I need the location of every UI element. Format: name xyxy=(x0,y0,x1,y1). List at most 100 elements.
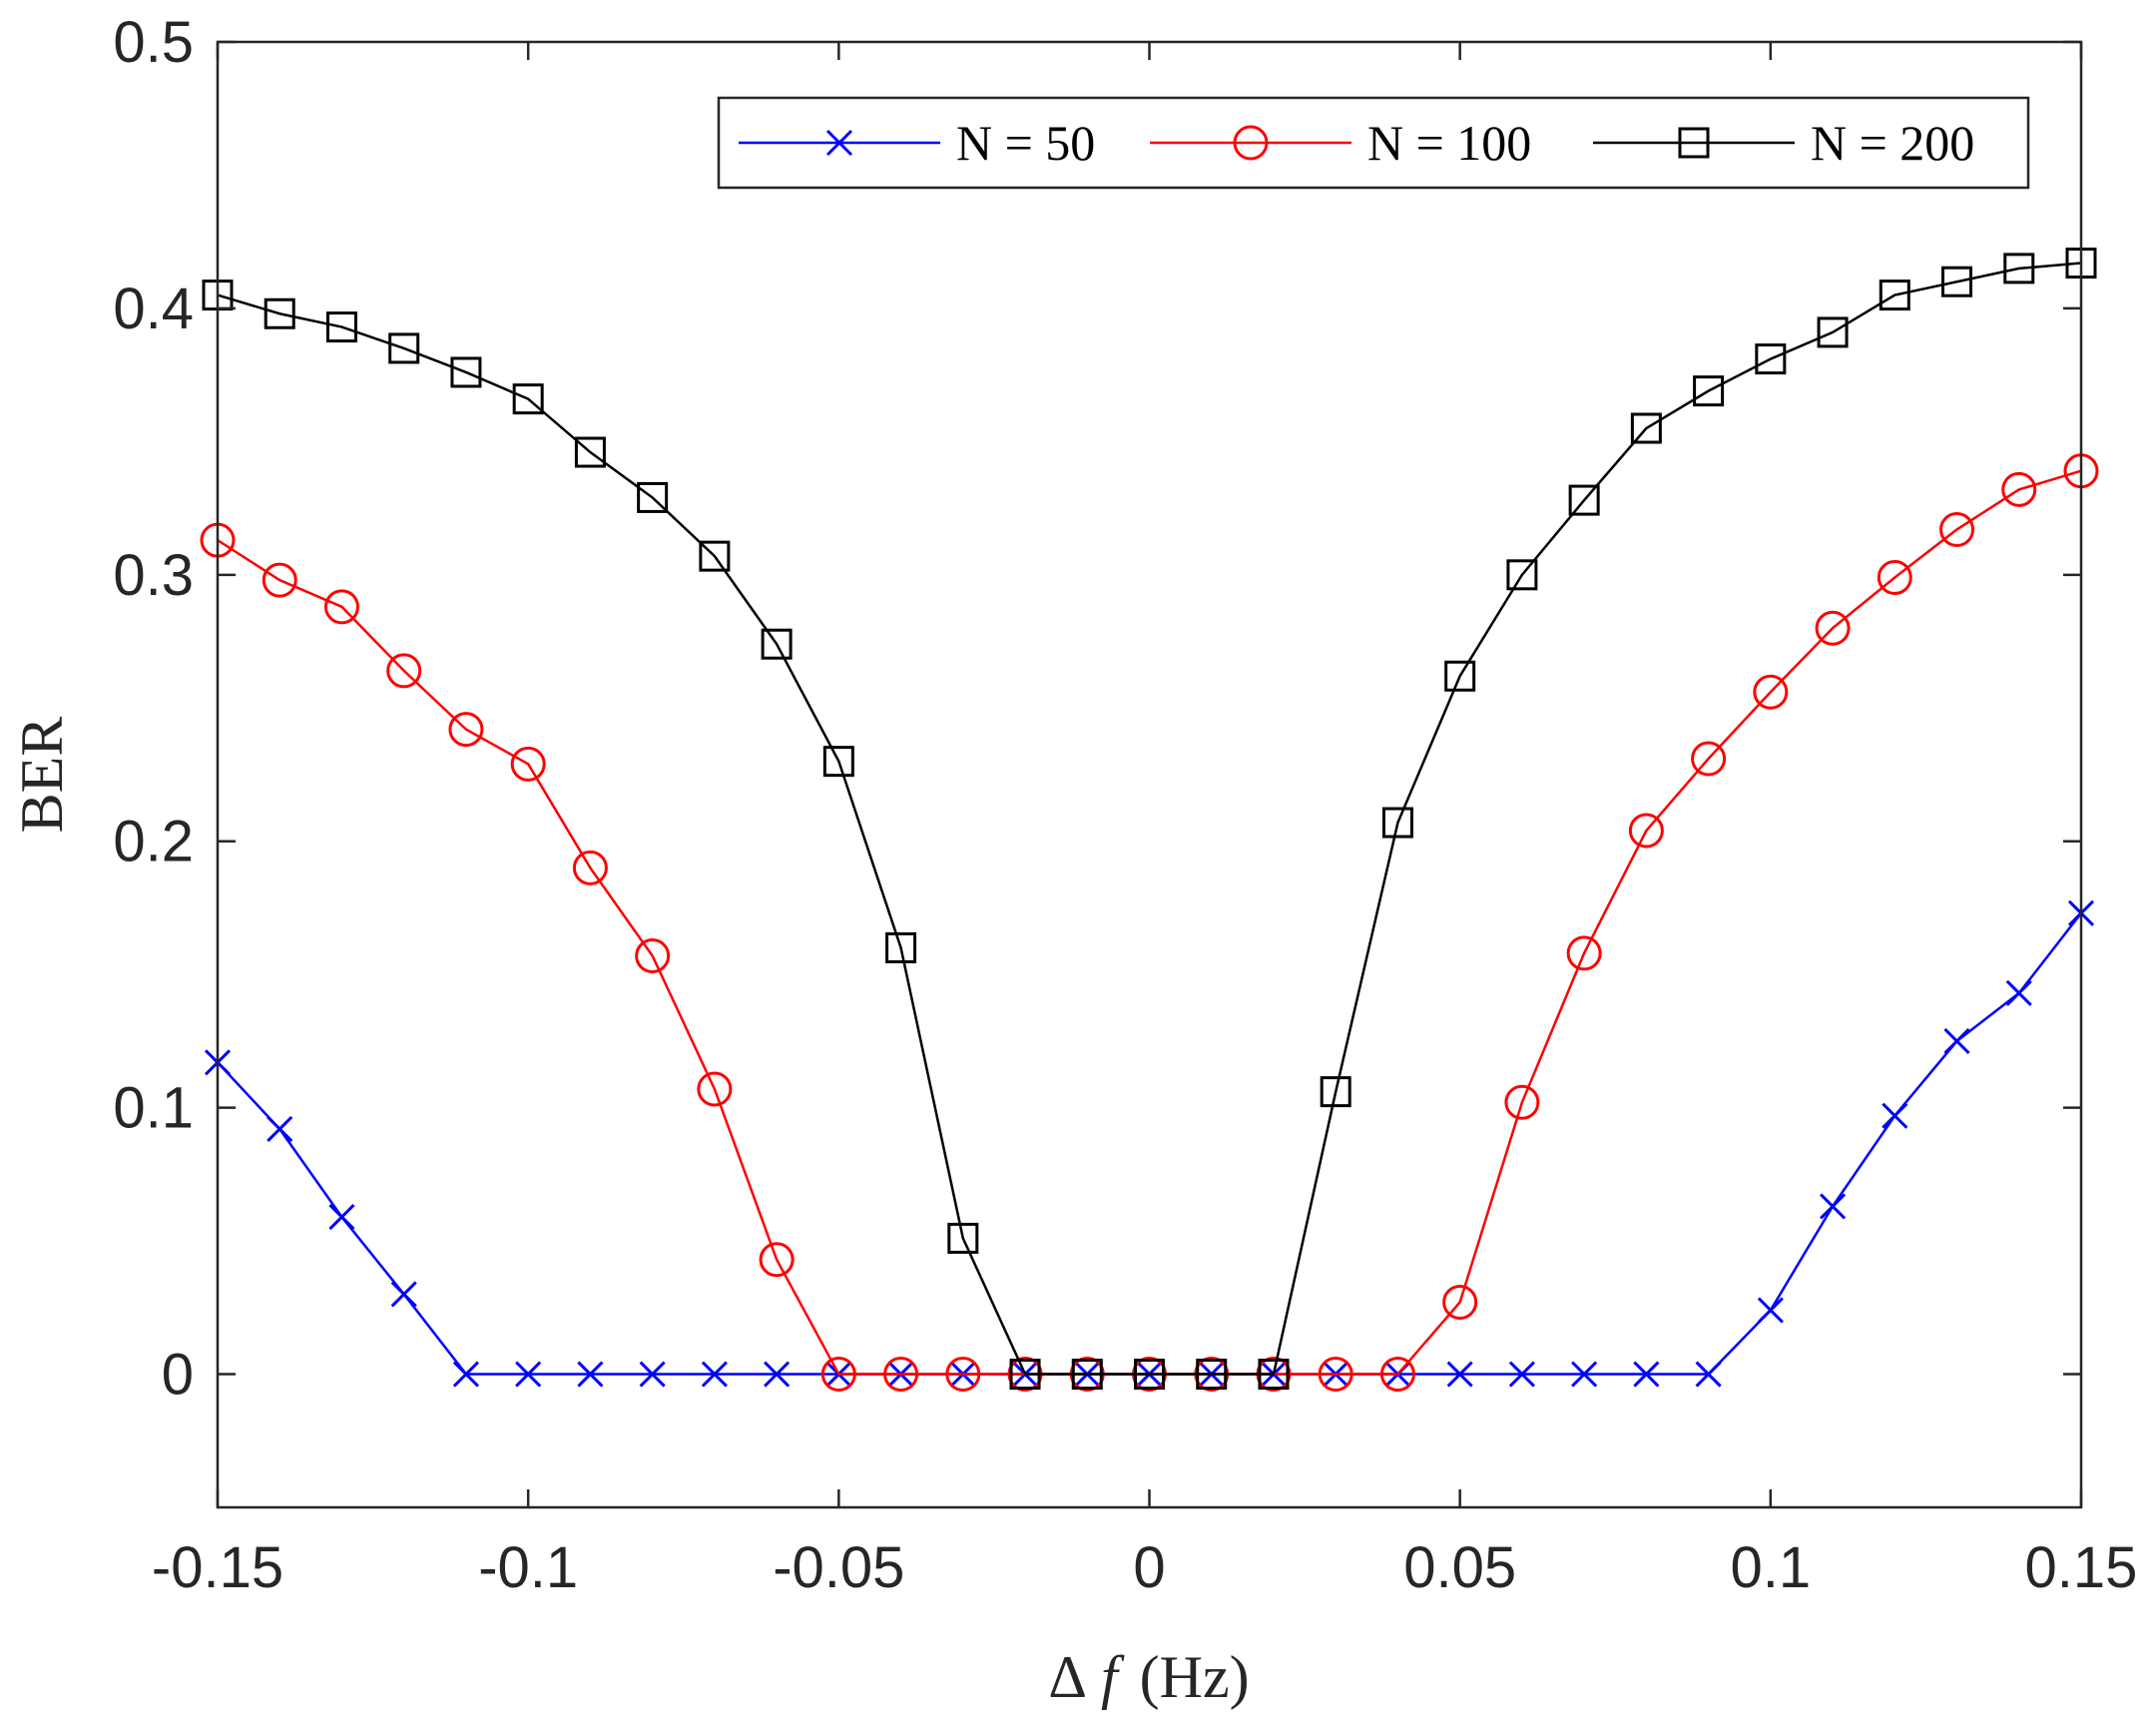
series-1-point-stroke-b xyxy=(1820,1193,1847,1220)
legend-label: N = 50 xyxy=(956,115,1095,171)
y-tick-label: 0.2 xyxy=(113,810,194,874)
series-3-point xyxy=(1755,343,1787,375)
y-tick-label: 0.3 xyxy=(113,543,194,608)
x-tick-label: -0.1 xyxy=(478,1535,578,1600)
legend-swatch-marker xyxy=(825,129,853,157)
series-3-point xyxy=(1444,660,1476,692)
series-1-point-stroke-b xyxy=(1943,1027,1970,1054)
series-2-point xyxy=(1939,511,1975,547)
series-2-point xyxy=(448,712,484,748)
series-3-point xyxy=(264,297,295,329)
series-2-point xyxy=(820,1357,856,1393)
legend-swatch-marker xyxy=(1678,127,1710,159)
series-2-point xyxy=(1628,813,1664,849)
series-2-point xyxy=(1504,1084,1540,1120)
series-1-point-stroke-b xyxy=(1633,1361,1660,1388)
series-3 xyxy=(202,248,2097,1391)
series-1-point-stroke-b xyxy=(390,1281,417,1308)
series-3-point xyxy=(1196,1359,1228,1391)
series-2-point xyxy=(1379,1357,1415,1393)
series-3-point xyxy=(388,332,420,364)
series-1-point xyxy=(1820,1193,1847,1220)
legend-entry-1: N = 50 xyxy=(739,115,1095,171)
legend-swatch-marker xyxy=(1233,125,1269,161)
legend-label: N = 100 xyxy=(1367,115,1531,171)
series-1-point xyxy=(328,1204,355,1231)
series-3-point xyxy=(1568,484,1600,516)
series-3-point xyxy=(512,383,544,415)
series-1-point xyxy=(1446,1361,1473,1388)
series-1-point xyxy=(577,1361,604,1388)
series-2-point xyxy=(510,746,546,782)
series-3-point xyxy=(1879,280,1910,311)
series-1-point xyxy=(267,1115,293,1143)
series-1-point-stroke-b xyxy=(701,1361,728,1388)
series-1-point-stroke-b xyxy=(452,1361,479,1388)
series-2-point xyxy=(572,850,608,885)
x-tick-label: 0 xyxy=(1133,1535,1165,1600)
axes-layer: -0.15 -0.1 -0.05 0 0.05 0.1 0.15 0 0.1 0.2 0.3 0.4 0… xyxy=(113,10,2137,1600)
series-2-point xyxy=(1753,674,1789,710)
series-1-point-stroke-b xyxy=(577,1361,604,1388)
series-2-point xyxy=(262,562,297,598)
series-1-point-stroke-b xyxy=(764,1361,791,1388)
x-tick-label: 0.1 xyxy=(1731,1535,1812,1600)
series-1-point-stroke-b xyxy=(328,1204,355,1231)
plot-area xyxy=(218,42,2081,1507)
series-1-point-stroke-b xyxy=(267,1115,293,1143)
series-1-point xyxy=(1633,1361,1660,1388)
series-3-point xyxy=(450,356,482,388)
series-1-point-stroke-b xyxy=(1757,1297,1784,1324)
series-layer xyxy=(200,248,2099,1393)
series-1-point xyxy=(390,1281,417,1308)
series-3-point xyxy=(325,311,357,343)
legend-entry-2: N = 100 xyxy=(1150,115,1531,171)
series-3-point xyxy=(947,1222,979,1254)
y-tick-label: 0.5 xyxy=(113,10,194,75)
series-2-point xyxy=(386,653,422,689)
series-3-point xyxy=(1693,375,1725,407)
series-1-point xyxy=(701,1361,728,1388)
series-2-point xyxy=(1442,1284,1478,1320)
x-axis-title-unit: (Hz) xyxy=(1140,1644,1250,1710)
series-1-point xyxy=(515,1361,542,1388)
y-tick-label: 0.1 xyxy=(113,1076,194,1141)
x-axis-title-symbol: Δ xyxy=(1048,1644,1087,1710)
legend-entries: N = 50 N = 100 N = 200 xyxy=(739,115,1974,171)
series-2-point xyxy=(2001,471,2037,507)
x-tick-label: 0.15 xyxy=(2025,1535,2138,1600)
series-1 xyxy=(204,899,2095,1388)
legend-label: N = 200 xyxy=(1811,115,1974,171)
y-tick-label: 0.4 xyxy=(113,277,194,341)
series-3-point xyxy=(1506,559,1538,591)
series-1-point xyxy=(764,1361,791,1388)
series-3-point xyxy=(1134,1359,1165,1391)
y-tick-label: 0 xyxy=(162,1343,194,1408)
series-3-point xyxy=(1258,1359,1290,1391)
series-3-point xyxy=(1941,266,1973,297)
legend-swatch-marker-stroke-b xyxy=(825,129,853,157)
series-1-point-stroke-b xyxy=(1508,1361,1535,1388)
series-3-point xyxy=(2003,253,2035,285)
series-3-point xyxy=(1320,1076,1351,1108)
series-1-point xyxy=(1571,1361,1598,1388)
series-2-point xyxy=(1318,1357,1353,1393)
series-2-point xyxy=(1691,741,1727,777)
series-3-line xyxy=(217,262,2082,1376)
series-1-point xyxy=(1508,1361,1535,1388)
series-1-point xyxy=(1695,1361,1722,1388)
series-1-point-stroke-b xyxy=(2005,979,2032,1006)
series-3-point xyxy=(574,436,606,468)
legend-entry-3: N = 200 xyxy=(1593,115,1974,171)
series-2-point xyxy=(697,1071,733,1107)
series-1-point xyxy=(452,1361,479,1388)
series-3-point xyxy=(1817,316,1849,348)
series-3-point xyxy=(761,628,793,660)
x-tick-label: -0.15 xyxy=(152,1535,283,1600)
legend: N = 50 N = 100 N = 200 xyxy=(717,96,2030,190)
series-3-point xyxy=(1009,1359,1041,1391)
y-axis-title: BER xyxy=(9,717,75,834)
series-3-point xyxy=(1630,412,1662,444)
